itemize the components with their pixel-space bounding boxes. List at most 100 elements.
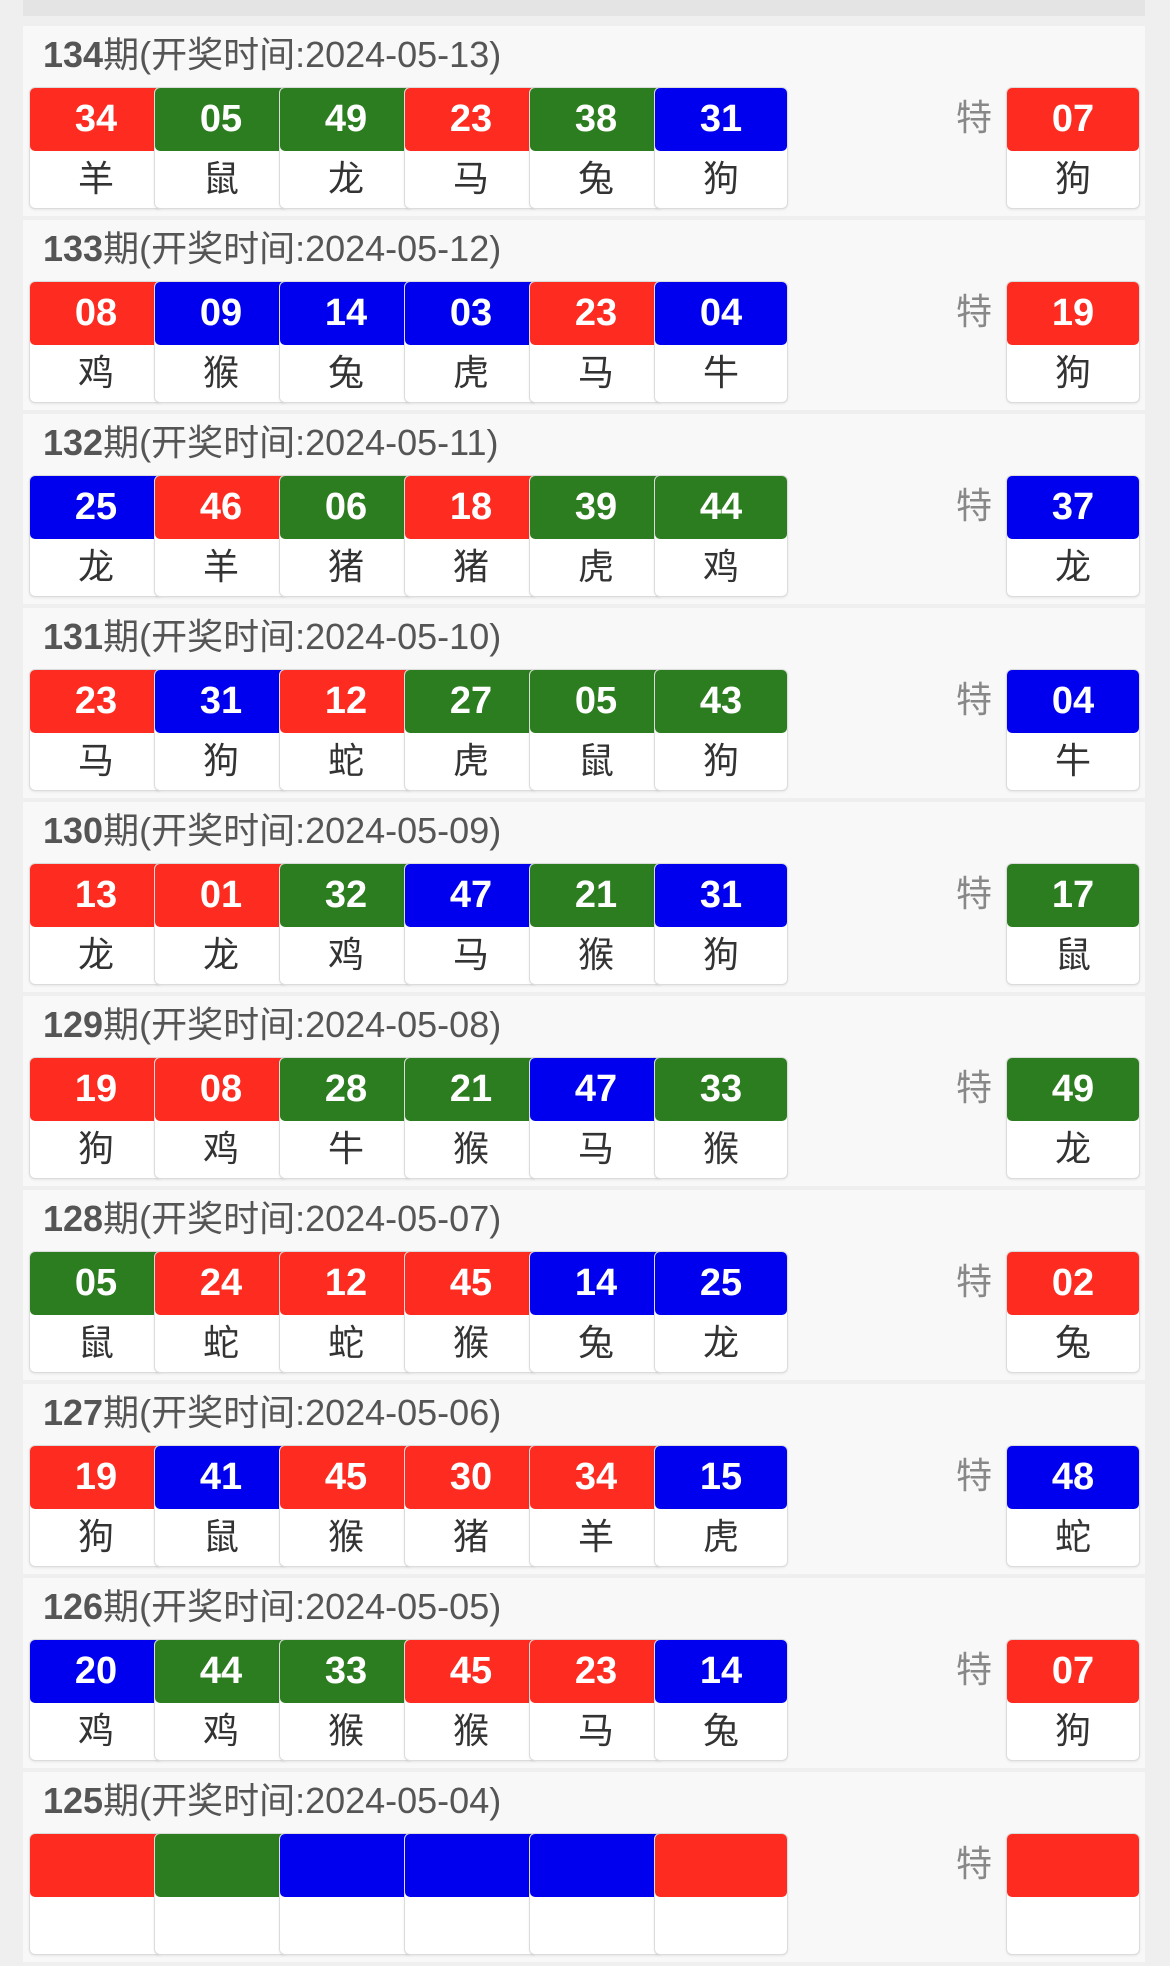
ball-cell[interactable]: 47 马: [403, 863, 538, 985]
special-ball-cell[interactable]: 48 蛇: [1006, 1445, 1140, 1567]
draw-date: 期(开奖时间:2024-05-07): [103, 1198, 502, 1239]
ball-cell[interactable]: 06 猪: [278, 475, 413, 597]
special-ball-cell[interactable]: 07 狗: [1006, 1639, 1140, 1761]
ball-cell[interactable]: 33 猴: [653, 1057, 788, 1179]
ball-number: 45: [279, 1446, 412, 1509]
ball-cell[interactable]: 30 猪: [403, 1445, 538, 1567]
ball-number: 14: [654, 1640, 787, 1703]
ball-cell[interactable]: 08 鸡: [29, 281, 163, 403]
ball-cell[interactable]: [278, 1833, 413, 1955]
ball-cell[interactable]: 03 虎: [403, 281, 538, 403]
ball-cell[interactable]: 19 狗: [29, 1057, 163, 1179]
ball-cell[interactable]: 31 狗: [153, 669, 288, 791]
ball-number: 15: [654, 1446, 787, 1509]
zodiac-label: 兔: [1054, 1323, 1091, 1364]
zodiac-label: 鸡: [327, 935, 364, 976]
ball-cell[interactable]: 45 猴: [403, 1639, 538, 1761]
ball-cell[interactable]: [29, 1833, 163, 1955]
zodiac-label: 蛇: [327, 1323, 364, 1364]
ball-number: 31: [154, 670, 287, 733]
ball-cell[interactable]: 44 鸡: [653, 475, 788, 597]
ball-cell[interactable]: 23 马: [528, 1639, 663, 1761]
ball-number: 19: [1007, 282, 1139, 345]
ball-cell[interactable]: [403, 1833, 538, 1955]
ball-cell[interactable]: 25 龙: [29, 475, 163, 597]
ball-cell[interactable]: 47 马: [528, 1057, 663, 1179]
special-ball-cell[interactable]: 19 狗: [1006, 281, 1140, 403]
special-ball-cell[interactable]: 02 兔: [1006, 1251, 1140, 1373]
ball-cell[interactable]: 44 鸡: [153, 1639, 288, 1761]
special-label: 特: [955, 1068, 992, 1109]
ball-cell[interactable]: 05 鼠: [153, 87, 288, 209]
ball-cell[interactable]: 14 兔: [528, 1251, 663, 1373]
special-ball-cell[interactable]: 17 鼠: [1006, 863, 1140, 985]
ball-cell[interactable]: [153, 1833, 288, 1955]
ball-cell[interactable]: 46 羊: [153, 475, 288, 597]
ball-cell[interactable]: 39 虎: [528, 475, 663, 597]
ball-cell[interactable]: 01 龙: [153, 863, 288, 985]
zodiac-label: 鸡: [702, 547, 739, 588]
ball-cell[interactable]: 34 羊: [528, 1445, 663, 1567]
zodiac-label: 猴: [452, 1323, 489, 1364]
ball-number: 21: [404, 1058, 537, 1121]
draw-title: 126期(开奖时间:2024-05-05): [43, 1582, 501, 1632]
ball-cell[interactable]: 28 牛: [278, 1057, 413, 1179]
ball-cell[interactable]: [653, 1833, 788, 1955]
ball-number: 47: [529, 1058, 662, 1121]
ball-cell[interactable]: 04 牛: [653, 281, 788, 403]
ball-cell[interactable]: 45 猴: [278, 1445, 413, 1567]
zodiac-label: 马: [577, 1129, 614, 1170]
ball-cell[interactable]: 20 鸡: [29, 1639, 163, 1761]
zodiac-label: 龙: [1054, 1129, 1091, 1170]
ball-cell[interactable]: 14 兔: [653, 1639, 788, 1761]
ball-cell[interactable]: 13 龙: [29, 863, 163, 985]
ball-cell[interactable]: 43 狗: [653, 669, 788, 791]
ball-cell[interactable]: 14 兔: [278, 281, 413, 403]
ball-cell[interactable]: 41 鼠: [153, 1445, 288, 1567]
period-number: 129: [43, 1004, 104, 1045]
ball-cell[interactable]: 31 狗: [653, 863, 788, 985]
ball-cell[interactable]: 33 猴: [278, 1639, 413, 1761]
ball-cell[interactable]: 05 鼠: [528, 669, 663, 791]
ball-cell[interactable]: 09 猴: [153, 281, 288, 403]
zodiac-label: [405, 1897, 537, 1955]
ball-cell[interactable]: [528, 1833, 663, 1955]
ball-cell[interactable]: 31 狗: [653, 87, 788, 209]
special-ball-cell[interactable]: [1006, 1833, 1140, 1955]
special-ball-cell[interactable]: 04 牛: [1006, 669, 1140, 791]
zodiac-label: 鸡: [202, 1711, 239, 1752]
ball-cells: 25 龙 46 羊 06 猪 18 猪 39 虎 44 鸡 特 37 龙: [29, 475, 1145, 599]
ball-cell[interactable]: 25 龙: [653, 1251, 788, 1373]
ball-cell[interactable]: 21 猴: [403, 1057, 538, 1179]
ball-cell[interactable]: 23 马: [29, 669, 163, 791]
special-ball-cell[interactable]: 07 狗: [1006, 87, 1140, 209]
zodiac-label: 鼠: [577, 741, 614, 782]
ball-cell[interactable]: 38 兔: [528, 87, 663, 209]
draw-row: 129期(开奖时间:2024-05-08) 19 狗 08 鸡 28 牛 21 猴 47 马 33 猴 特…: [23, 996, 1145, 1186]
ball-cell[interactable]: 18 猪: [403, 475, 538, 597]
ball-cell[interactable]: 12 蛇: [278, 669, 413, 791]
ball-cell[interactable]: 15 虎: [653, 1445, 788, 1567]
special-ball-cell[interactable]: 49 龙: [1006, 1057, 1140, 1179]
ball-number: 23: [529, 1640, 662, 1703]
ball-cell[interactable]: 23 马: [528, 281, 663, 403]
ball-cell[interactable]: 27 虎: [403, 669, 538, 791]
ball-cell[interactable]: 19 狗: [29, 1445, 163, 1567]
ball-cell[interactable]: 05 鼠: [29, 1251, 163, 1373]
zodiac-label: 龙: [702, 1323, 739, 1364]
period-number: 127: [43, 1392, 104, 1433]
ball-cell[interactable]: 23 马: [403, 87, 538, 209]
ball-cell[interactable]: 32 鸡: [278, 863, 413, 985]
special-ball-cell[interactable]: 37 龙: [1006, 475, 1140, 597]
ball-number: 12: [279, 670, 412, 733]
ball-cell[interactable]: 21 猴: [528, 863, 663, 985]
ball-cell[interactable]: 34 羊: [29, 87, 163, 209]
zodiac-label: 鸡: [77, 1711, 114, 1752]
ball-cell[interactable]: 49 龙: [278, 87, 413, 209]
ball-cell[interactable]: 45 猴: [403, 1251, 538, 1373]
ball-number: 06: [279, 476, 412, 539]
ball-cell[interactable]: 12 蛇: [278, 1251, 413, 1373]
ball-cell[interactable]: 08 鸡: [153, 1057, 288, 1179]
draw-title: 132期(开奖时间:2024-05-11): [43, 418, 499, 468]
ball-cell[interactable]: 24 蛇: [153, 1251, 288, 1373]
